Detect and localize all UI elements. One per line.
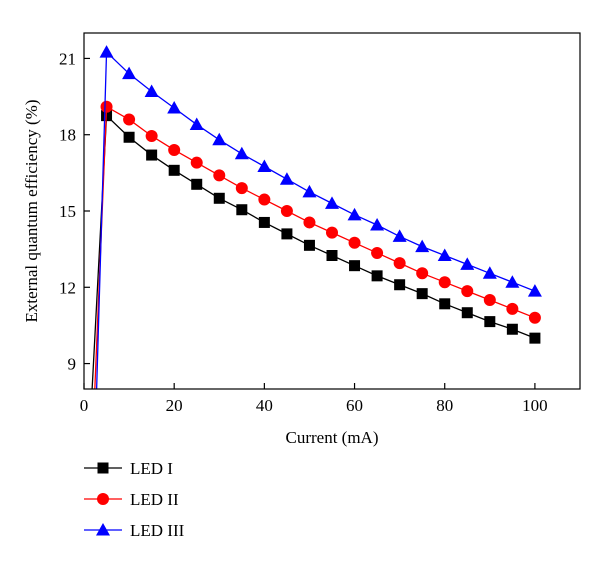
y-tick-label: 9 (68, 355, 77, 374)
data-point-led-i (258, 216, 270, 228)
data-point-led-iii (189, 117, 204, 131)
data-point-led-i (168, 164, 180, 176)
data-point-led-i (439, 298, 451, 310)
data-point-led-ii (506, 302, 519, 315)
data-point-led-ii (438, 276, 451, 289)
data-point-led-ii (145, 129, 158, 142)
x-tick-label: 100 (522, 396, 548, 415)
data-point-led-i (506, 323, 518, 335)
data-point-led-iii (527, 284, 542, 297)
legend-marker (97, 493, 109, 505)
data-point-led-ii (348, 236, 361, 249)
x-axis-label: Current (mA) (285, 428, 378, 447)
series-led-iii (95, 45, 542, 389)
data-point-led-i (146, 149, 158, 161)
data-point-led-ii (190, 156, 203, 169)
data-point-led-i (326, 250, 338, 261)
data-point-led-ii (528, 311, 541, 324)
x-tick-label: 80 (436, 396, 453, 415)
data-point-led-i (236, 204, 248, 216)
data-point-led-iii (122, 66, 137, 80)
series-line-led-iii (95, 50, 536, 389)
data-point-led-i (281, 228, 293, 240)
data-point-led-ii (280, 205, 293, 217)
data-point-led-iii (234, 146, 249, 160)
data-point-led-ii (258, 193, 271, 206)
data-point-led-i (303, 239, 315, 251)
data-point-led-i (123, 131, 135, 143)
data-point-led-ii (303, 216, 316, 229)
data-point-led-iii (505, 275, 520, 288)
data-point-led-iii (392, 229, 407, 242)
data-point-led-iii (460, 257, 475, 270)
data-point-led-ii (461, 285, 474, 298)
y-tick-label: 21 (59, 49, 76, 68)
data-point-led-iii (482, 266, 497, 279)
legend-item-led-ii: LED II (84, 490, 179, 509)
data-point-led-ii (483, 294, 496, 306)
legend-label: LED I (130, 459, 173, 478)
data-point-led-iii (370, 217, 385, 231)
data-point-led-iii (415, 239, 430, 253)
data-point-led-i (213, 192, 225, 204)
legend-label: LED III (130, 521, 185, 540)
legend-item-led-iii: LED III (84, 521, 185, 540)
legend: LED I LED II LED III (84, 459, 185, 540)
data-point-led-ii (213, 169, 226, 182)
y-tick-label: 12 (59, 278, 76, 297)
legend-marker (97, 462, 109, 474)
data-point-led-iii (99, 45, 114, 58)
data-point-led-ii (326, 226, 338, 239)
y-tick-label: 18 (59, 126, 76, 145)
data-point-led-i (191, 178, 203, 190)
x-tick-label: 60 (346, 396, 363, 415)
legend-marker (96, 523, 110, 536)
data-point-led-iii (325, 196, 339, 209)
data-point-led-iii (212, 132, 227, 146)
data-point-led-ii (416, 267, 429, 280)
data-point-led-i (416, 288, 428, 300)
data-point-led-i (529, 332, 541, 344)
data-point-led-iii (437, 248, 452, 261)
x-tick-label: 20 (166, 396, 183, 415)
plot-frame (83, 32, 581, 390)
data-point-led-i (461, 307, 473, 319)
legend-item-led-i: LED I (84, 459, 173, 478)
data-point-led-ii (100, 100, 113, 113)
data-point-led-iii (347, 207, 362, 221)
data-point-led-iii (144, 84, 159, 97)
data-point-led-ii (371, 246, 384, 259)
data-point-led-iii (257, 159, 272, 172)
data-point-led-iii (167, 101, 182, 114)
data-point-led-ii (393, 257, 406, 270)
data-point-led-i (394, 279, 406, 291)
data-point-led-iii (302, 184, 317, 198)
data-point-led-iii (279, 172, 294, 185)
series-led-i (91, 110, 541, 389)
data-point-led-i (484, 316, 496, 328)
data-point-led-i (349, 260, 361, 272)
y-axis-label: External quantum efficiency (%) (22, 100, 41, 323)
legend-label: LED II (130, 490, 179, 509)
axes: 0 20 40 60 80 100 9 12 15 18 21 (59, 49, 548, 415)
data-point-led-ii (123, 113, 136, 126)
data-point-led-ii (168, 143, 181, 156)
data-point-led-i (371, 270, 383, 282)
plot-area (91, 45, 542, 389)
x-tick-label: 40 (256, 396, 273, 415)
series-led-ii (94, 100, 541, 389)
series-line-led-i (91, 114, 536, 389)
y-tick-label: 15 (59, 202, 76, 221)
x-tick-label: 0 (80, 396, 89, 415)
data-point-led-ii (235, 182, 248, 195)
